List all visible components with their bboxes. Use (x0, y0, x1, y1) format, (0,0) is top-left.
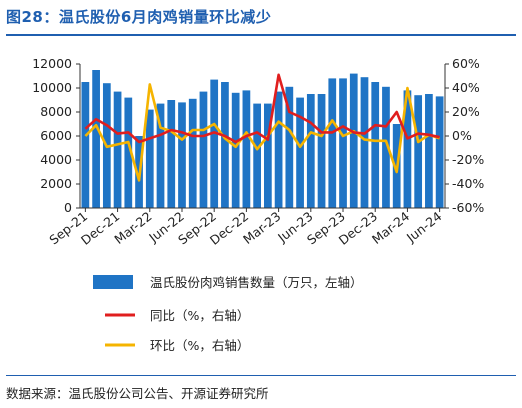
bar-May-23 (296, 97, 304, 208)
legend-label-bar: 温氏股份肉鸡销售数量（万只，左轴） (150, 275, 363, 290)
bar-Oct-21 (92, 70, 100, 208)
x-tick-label: Mar-23 (240, 209, 283, 247)
right-tick-label: 60% (452, 56, 480, 71)
right-tick-label: -40% (452, 176, 484, 191)
right-tick-label: -60% (452, 200, 484, 215)
legend-swatch-bar (93, 275, 133, 289)
bar-Jul-22 (188, 98, 197, 208)
bar-Apr-22 (156, 103, 165, 208)
bar-Mar-23 (274, 91, 283, 208)
bar-Sep-22 (210, 79, 219, 208)
bar-Jun-24 (435, 96, 444, 208)
left-tick-label: 6000 (40, 128, 72, 143)
right-tick-label: 40% (452, 80, 480, 95)
source-note: 数据来源：温氏股份公司公告、开源证券研究所 (6, 386, 269, 401)
left-tick-label: 0 (64, 200, 72, 215)
bar-Jan-23 (253, 103, 261, 208)
legend: 温氏股份肉鸡销售数量（万只，左轴） 同比（%，右轴） 环比（%，右轴） (93, 275, 363, 353)
bar-Oct-22 (221, 82, 229, 208)
bar-Jan-22 (124, 97, 133, 208)
bar-Dec-21 (113, 91, 122, 208)
bar-Jan-24 (382, 86, 390, 208)
bar-May-24 (425, 94, 433, 208)
bar-Sep-23 (339, 78, 347, 209)
bar-Feb-23 (264, 103, 272, 208)
legend-label-mom: 环比（%，右轴） (150, 338, 249, 353)
bar-series (81, 70, 444, 209)
x-tick-label: Jun-24 (403, 209, 445, 246)
x-tick-label: Mar-22 (111, 209, 154, 247)
bar-Jun-22 (178, 102, 186, 208)
line-series (84, 73, 441, 182)
bar-Nov-22 (231, 92, 240, 208)
bar-Aug-22 (199, 91, 208, 208)
bar-Apr-24 (414, 95, 423, 208)
left-tick-label: 4000 (40, 152, 72, 167)
mom-line (84, 83, 441, 182)
left-tick-label: 12000 (32, 56, 72, 71)
bar-Mar-22 (145, 109, 154, 208)
right-tick-label: -20% (452, 152, 484, 167)
right-tick-label: 0% (452, 128, 472, 143)
yoy-line (84, 73, 440, 144)
bar-Jun-23 (306, 94, 315, 208)
figure-title: 图28：温氏股份6月肉鸡销量环比减少 (6, 8, 272, 26)
bar-Oct-23 (349, 73, 358, 208)
title-underline (6, 34, 516, 36)
bar-Mar-24 (403, 90, 412, 208)
bar-Aug-23 (328, 78, 337, 209)
bar-Apr-23 (285, 86, 294, 208)
bar-Jul-23 (317, 94, 326, 208)
x-tick-label: Mar-24 (369, 209, 412, 247)
bar-Dec-22 (242, 90, 251, 208)
right-tick-label: 20% (452, 104, 480, 119)
bar-May-22 (167, 100, 176, 208)
bar-Nov-23 (360, 77, 369, 208)
legend-label-yoy: 同比（%，右轴） (150, 308, 249, 323)
source-rule (6, 375, 516, 376)
left-tick-label: 8000 (40, 104, 72, 119)
bar-Dec-23 (371, 82, 380, 208)
left-tick-label: 10000 (32, 80, 72, 95)
bar-Sep-21 (81, 82, 90, 208)
left-tick-label: 2000 (40, 176, 72, 191)
